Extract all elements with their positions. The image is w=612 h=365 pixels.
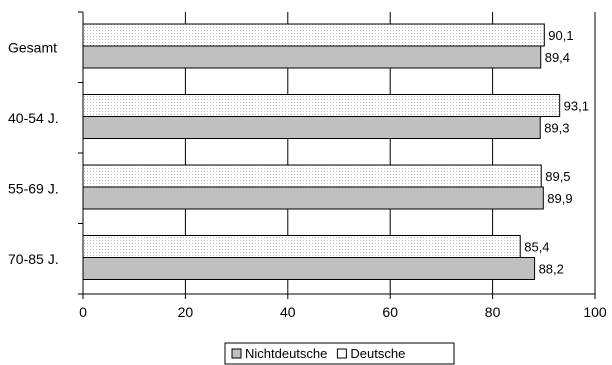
bar-deutsche xyxy=(82,235,521,258)
category-label: Gesamt xyxy=(8,39,57,55)
legend-swatch xyxy=(231,348,242,359)
x-tick-label: 40 xyxy=(280,304,296,320)
bar-nichtdeutsche xyxy=(82,257,536,280)
data-label: 88,2 xyxy=(539,262,564,277)
x-tick-label: 60 xyxy=(382,304,398,320)
category-label: 70-85 J. xyxy=(8,251,59,267)
bar-nichtdeutsche xyxy=(82,186,544,210)
legend-swatch xyxy=(336,348,347,359)
bar-nichtdeutsche xyxy=(82,45,542,69)
data-label: 93,1 xyxy=(564,99,589,114)
data-label: 89,3 xyxy=(544,121,569,136)
data-label: 89,9 xyxy=(547,191,572,206)
legend-label: Nichtdeutsche xyxy=(245,346,327,361)
x-tick-label: 100 xyxy=(583,304,607,320)
bar-deutsche xyxy=(82,23,545,47)
data-label: 89,4 xyxy=(545,50,570,65)
legend-label: Deutsche xyxy=(350,346,405,361)
bar-deutsche xyxy=(82,164,542,188)
bar-nichtdeutsche xyxy=(82,116,541,139)
data-label: 89,5 xyxy=(545,169,570,184)
x-tick-label: 80 xyxy=(485,304,501,320)
category-label: 40-54 J. xyxy=(8,110,59,126)
data-label: 90,1 xyxy=(548,28,573,43)
data-label: 85,4 xyxy=(524,240,549,255)
category-label: 55-69 J. xyxy=(8,180,59,196)
x-tick-label: 0 xyxy=(79,304,87,320)
x-tick-label: 20 xyxy=(178,304,194,320)
bar-deutsche xyxy=(82,94,561,117)
